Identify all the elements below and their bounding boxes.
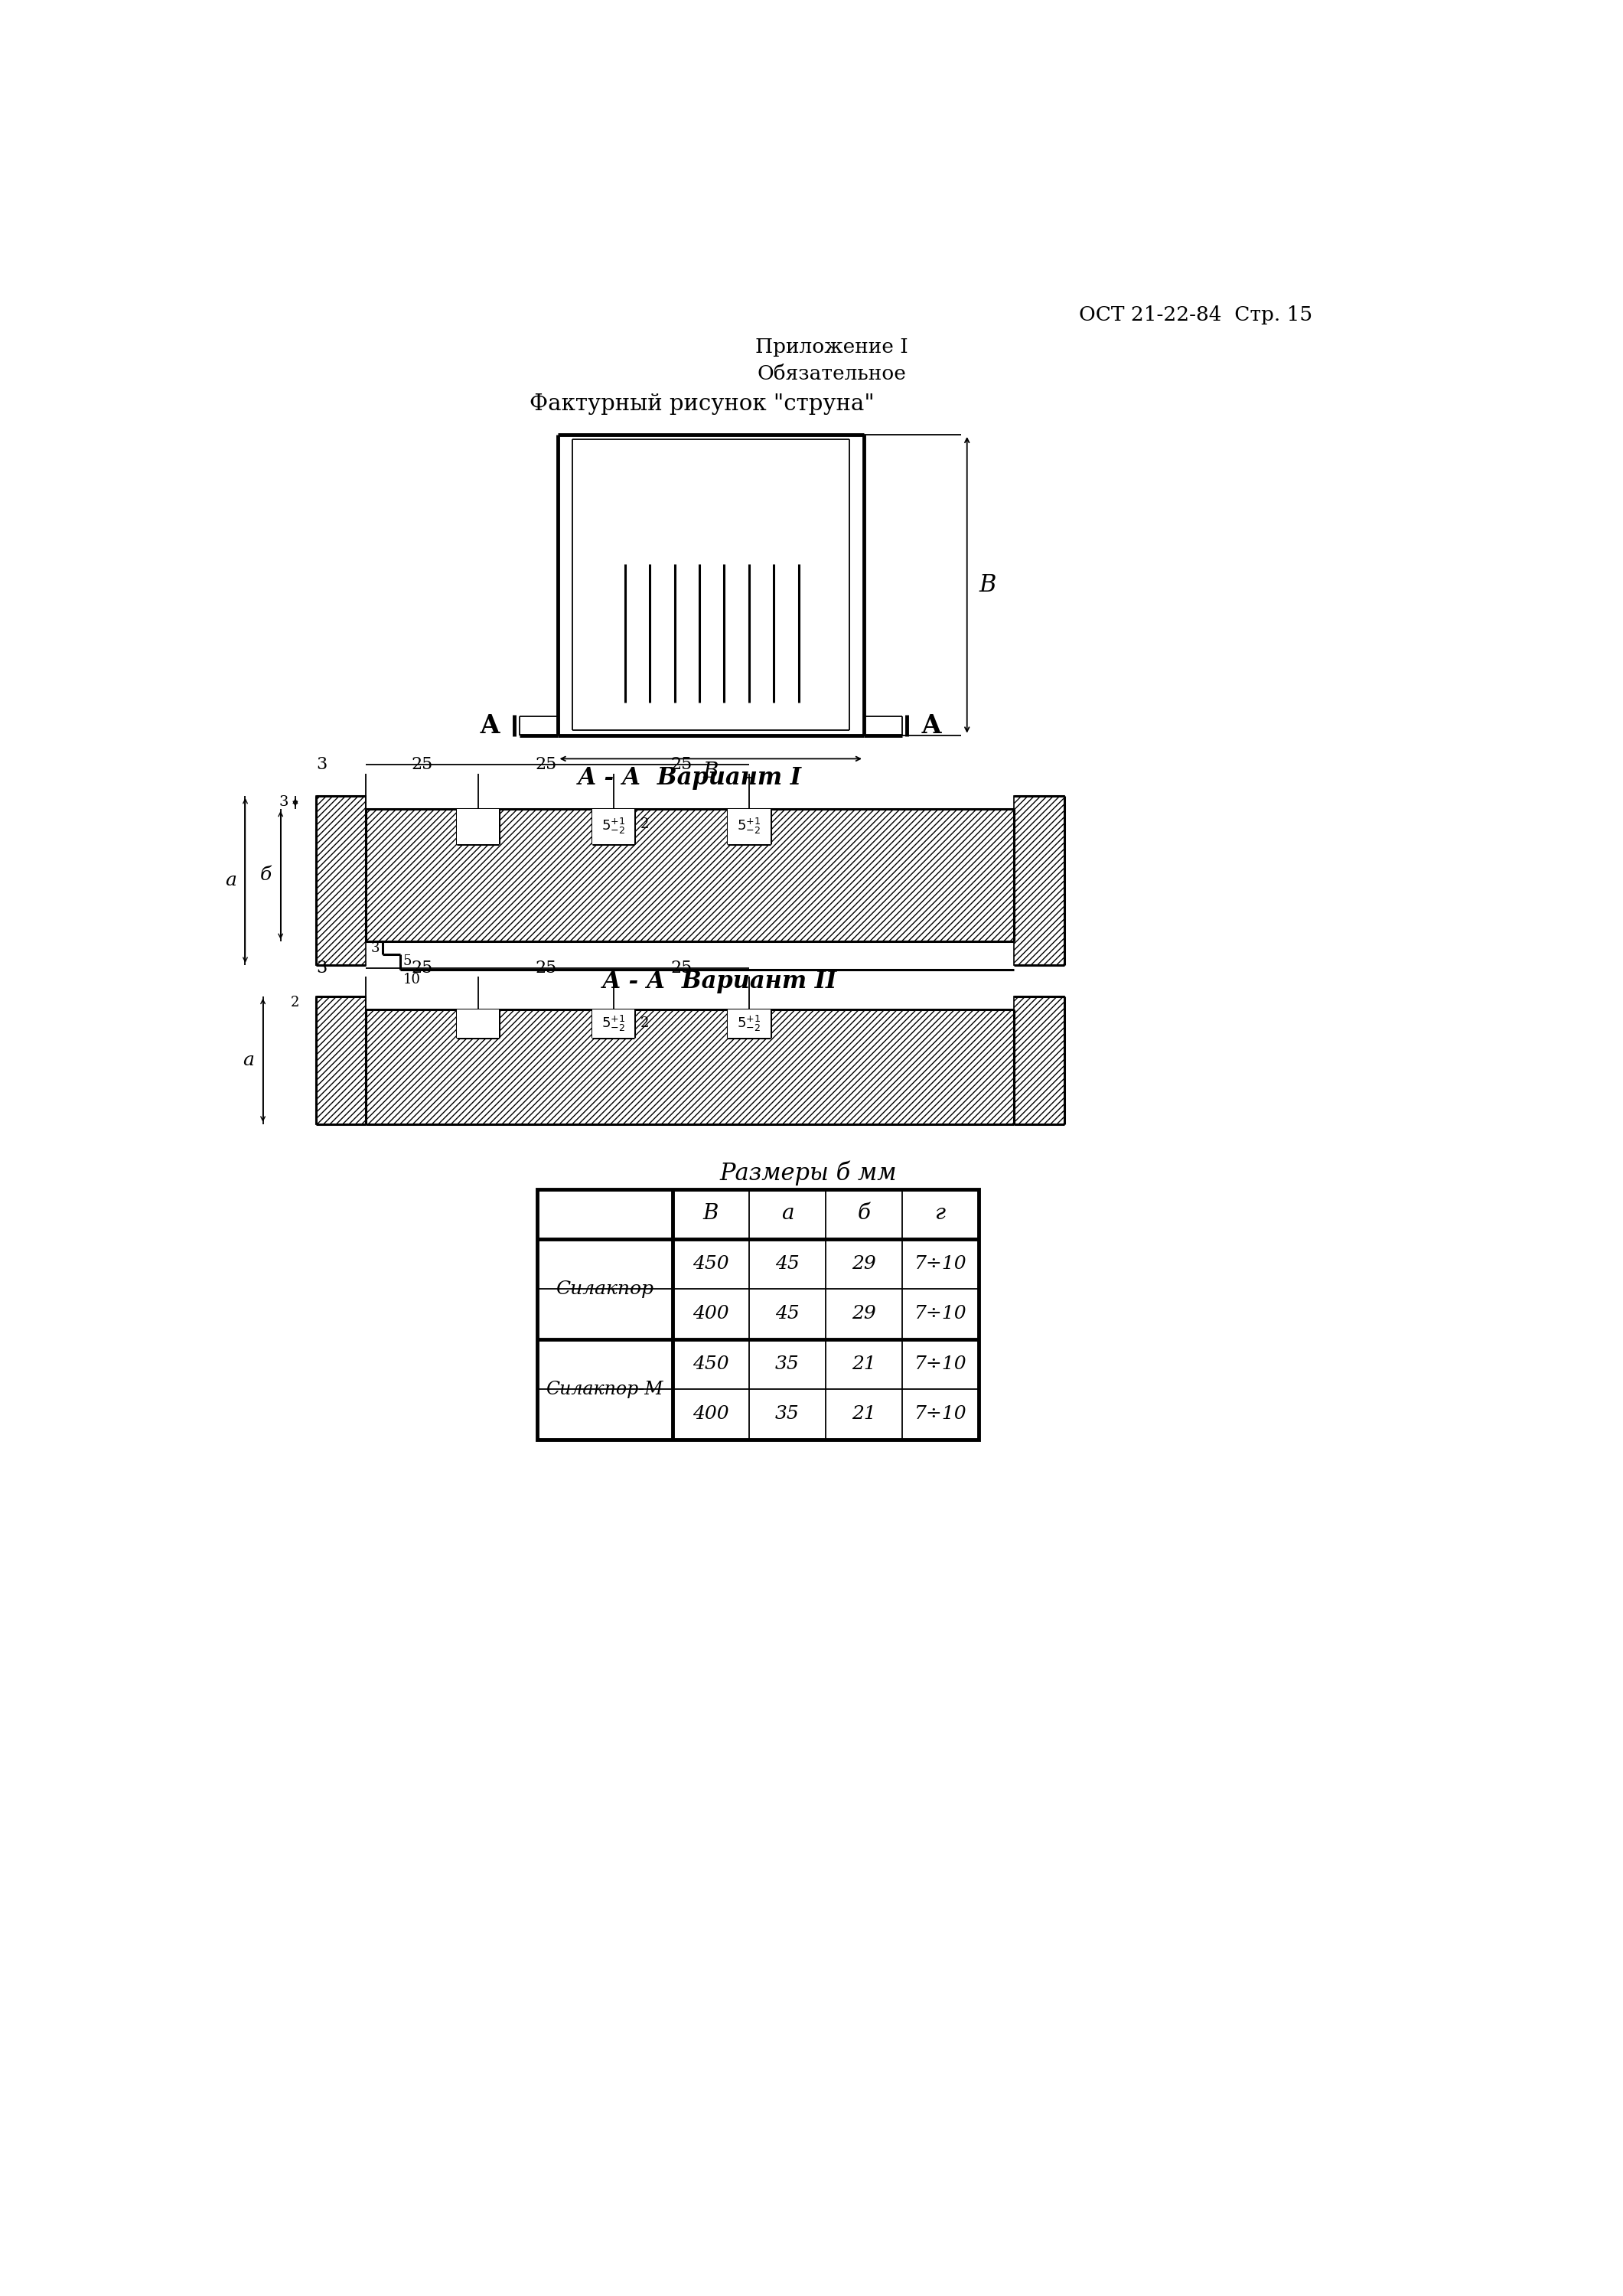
Text: 25: 25 (536, 960, 557, 976)
Bar (727, 808, 771, 845)
Text: б: б (260, 866, 271, 884)
Text: Фактурный рисунок "струна": Фактурный рисунок "струна" (529, 393, 875, 416)
Text: 3: 3 (370, 941, 380, 955)
Text: a: a (226, 872, 237, 889)
Text: 7÷10: 7÷10 (914, 1405, 967, 1424)
Text: В: В (703, 762, 719, 783)
Text: 7÷10: 7÷10 (914, 1304, 967, 1322)
Bar (1014, 996, 1065, 1125)
Text: 21: 21 (852, 1355, 876, 1373)
Text: $5^{+1}_{-2}$: $5^{+1}_{-2}$ (602, 1015, 625, 1033)
Text: Размеры б мм: Размеры б мм (719, 1162, 896, 1185)
Bar (316, 797, 367, 964)
Bar (316, 996, 367, 1125)
Text: 5: 5 (403, 955, 412, 969)
Text: 35: 35 (776, 1355, 800, 1373)
Text: А - А  Вариант I: А - А Вариант I (578, 767, 802, 790)
Text: 29: 29 (852, 1304, 876, 1322)
Text: 400: 400 (693, 1405, 729, 1424)
Text: 400: 400 (693, 1304, 729, 1322)
Text: 7÷10: 7÷10 (914, 1256, 967, 1272)
Text: 35: 35 (776, 1405, 800, 1424)
Text: 3: 3 (316, 960, 328, 976)
Text: 2: 2 (291, 996, 300, 1010)
Text: B: B (703, 1203, 719, 1224)
Text: А: А (922, 714, 941, 739)
Text: 2: 2 (641, 1017, 649, 1031)
Bar (592, 1010, 635, 1038)
Bar (1014, 797, 1065, 964)
Bar (537, 1189, 979, 1440)
Text: 45: 45 (776, 1304, 800, 1322)
Bar (367, 1010, 1014, 1125)
Text: 3: 3 (279, 794, 289, 808)
Text: 450: 450 (693, 1256, 729, 1272)
Text: В: В (979, 574, 997, 597)
Text: б: б (857, 1203, 870, 1224)
Text: $5^{+1}_{-2}$: $5^{+1}_{-2}$ (737, 817, 761, 836)
Text: Силакпор: Силакпор (555, 1281, 654, 1297)
Text: Обязательное: Обязательное (756, 363, 906, 383)
Text: 10: 10 (403, 974, 420, 987)
Text: 25: 25 (536, 755, 557, 774)
Bar (456, 1010, 500, 1038)
Bar (592, 808, 635, 845)
Text: 3: 3 (316, 755, 328, 774)
Text: 21: 21 (852, 1405, 876, 1424)
Bar (456, 808, 500, 845)
Bar (727, 1010, 771, 1038)
Text: 25: 25 (670, 960, 691, 976)
Text: 450: 450 (693, 1355, 729, 1373)
Text: Приложение I: Приложение I (755, 338, 907, 356)
Text: А - А  Вариант II: А - А Вариант II (602, 969, 837, 994)
Text: Силакпор-М: Силакпор-М (545, 1380, 664, 1398)
Text: 25: 25 (670, 755, 691, 774)
Text: 45: 45 (776, 1256, 800, 1272)
Text: 25: 25 (411, 960, 433, 976)
Bar (367, 808, 1014, 941)
Text: $5^{+1}_{-2}$: $5^{+1}_{-2}$ (737, 1015, 761, 1033)
Text: 25: 25 (411, 755, 433, 774)
Text: 29: 29 (852, 1256, 876, 1272)
Text: А: А (479, 714, 500, 739)
Text: 2: 2 (641, 817, 649, 831)
Text: a: a (243, 1052, 255, 1070)
Text: a: a (781, 1203, 794, 1224)
Text: 7÷10: 7÷10 (914, 1355, 967, 1373)
Text: $5^{+1}_{-2}$: $5^{+1}_{-2}$ (602, 817, 625, 836)
Text: г: г (935, 1203, 946, 1224)
Text: ОСТ 21-22-84  Стр. 15: ОСТ 21-22-84 Стр. 15 (1079, 305, 1313, 324)
